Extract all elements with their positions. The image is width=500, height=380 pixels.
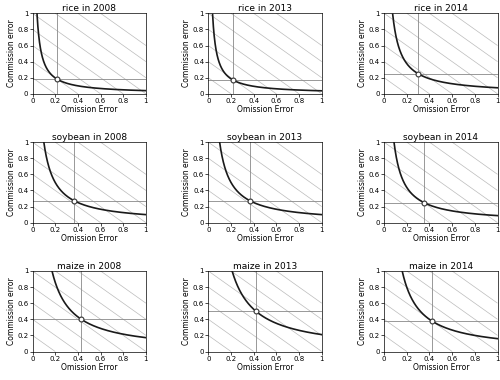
Title: rice in 2008: rice in 2008 — [62, 4, 116, 13]
Title: rice in 2014: rice in 2014 — [414, 4, 468, 13]
Title: soybean in 2014: soybean in 2014 — [404, 133, 478, 142]
Y-axis label: Commission error: Commission error — [182, 20, 192, 87]
X-axis label: Omission Error: Omission Error — [237, 105, 293, 114]
X-axis label: Omission Error: Omission Error — [412, 363, 469, 372]
Y-axis label: Commission error: Commission error — [6, 277, 16, 345]
X-axis label: Omission Error: Omission Error — [61, 105, 118, 114]
X-axis label: Omission Error: Omission Error — [61, 363, 118, 372]
Title: maize in 2008: maize in 2008 — [57, 262, 122, 271]
Y-axis label: Commission error: Commission error — [358, 277, 368, 345]
Title: rice in 2013: rice in 2013 — [238, 4, 292, 13]
Title: maize in 2014: maize in 2014 — [408, 262, 473, 271]
X-axis label: Omission Error: Omission Error — [237, 363, 293, 372]
Title: maize in 2013: maize in 2013 — [233, 262, 297, 271]
X-axis label: Omission Error: Omission Error — [237, 234, 293, 243]
Y-axis label: Commission error: Commission error — [6, 149, 16, 216]
Y-axis label: Commission error: Commission error — [6, 20, 16, 87]
Title: soybean in 2008: soybean in 2008 — [52, 133, 127, 142]
X-axis label: Omission Error: Omission Error — [412, 105, 469, 114]
X-axis label: Omission Error: Omission Error — [412, 234, 469, 243]
Title: soybean in 2013: soybean in 2013 — [228, 133, 302, 142]
Y-axis label: Commission error: Commission error — [182, 149, 192, 216]
Y-axis label: Commission error: Commission error — [358, 20, 368, 87]
Y-axis label: Commission error: Commission error — [358, 149, 368, 216]
X-axis label: Omission Error: Omission Error — [61, 234, 118, 243]
Y-axis label: Commission error: Commission error — [182, 277, 192, 345]
